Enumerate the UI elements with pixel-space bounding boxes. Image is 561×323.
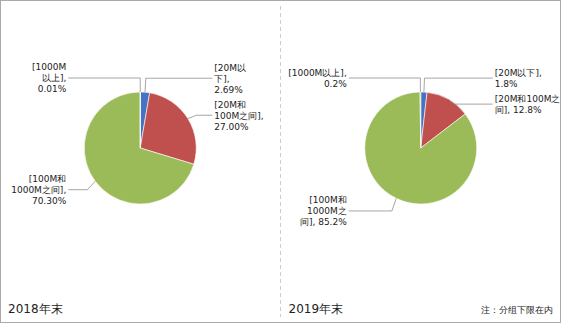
data-label: [100M和1000M之间],70.30% [11,174,66,206]
pie-panel: [20M以下],1.8% [20M和100M之间], 12.8% [100M和100… [288,68,560,316]
label-line: [1000M [32,62,66,72]
leader-line [68,78,140,92]
label-line: 下], [214,74,229,84]
label-line: 间], 12.8% [495,105,542,115]
data-label: [20M以下],2.69% [214,63,246,95]
data-label: [100M和1000M之间], 85.2% [300,195,347,227]
data-label: [1000M以上],0.01% [32,62,67,94]
label-line: 27.00% [214,122,249,132]
pie-panel: [20M以下],2.69%[20M和100M之间],27.00%[100M和10… [8,62,264,316]
label-line: [20M和100M之 [495,94,561,104]
leader-line [424,78,493,92]
label-line: 1000M之 [307,206,347,216]
leader-line [188,115,212,118]
pie-slice [84,92,194,204]
label-line: 1000M之间], [11,185,66,195]
figure-border [1,1,561,323]
leader-line [145,78,212,92]
chart-root: [20M以下],2.69%[20M和100M之间],27.00%[100M和10… [0,0,561,323]
label-line: 70.30% [32,196,67,206]
label-line: 0.01% [38,84,67,94]
label-line: [20M以 [214,63,246,73]
divider [280,6,281,317]
leader-line [448,99,492,104]
pie-slice [365,92,477,204]
leader-line [68,181,95,189]
label-line: [1000M以上], [288,68,347,78]
pie-slice [420,92,422,148]
label-line: 0.2% [324,79,347,89]
data-label: [1000M以上],0.2% [288,68,347,89]
label-line: 100M之间], [214,111,263,121]
data-label: [20M和100M之间], 12.8% [495,94,561,115]
data-label: [20M以下],1.8% [495,68,542,89]
label-line: 1.8% [495,79,518,89]
label-line: [100M和 [29,174,66,184]
note: 注：分组下限在内 [481,305,553,315]
leader-line [349,78,421,92]
label-line: [100M和 [309,195,346,205]
label-line: [20M以下], [495,68,542,78]
year-label: 2018年末 [8,302,63,316]
pie-slice [140,92,141,148]
label-line: [20M和 [214,100,246,110]
leader-line [349,198,397,211]
label-line: 以上], [42,73,66,83]
label-line: 2.69% [214,85,243,95]
year-label: 2019年末 [289,302,344,316]
data-label: [20M和100M之间],27.00% [214,100,263,132]
label-line: 间], 85.2% [300,217,347,227]
